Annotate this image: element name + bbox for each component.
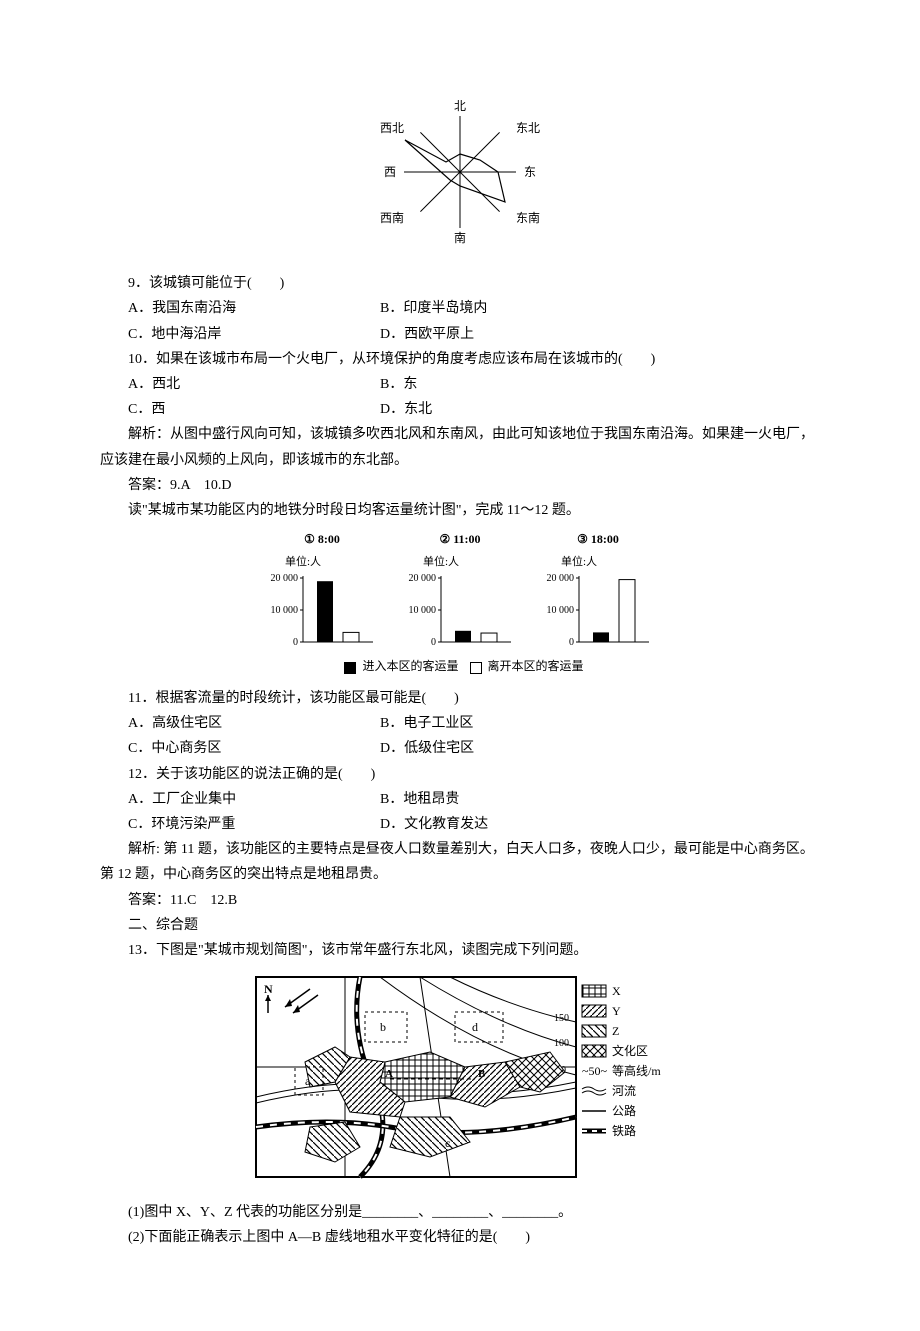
- svg-text:Z: Z: [612, 1024, 619, 1038]
- svg-text:0: 0: [569, 637, 574, 648]
- subway-charts-figure: ① 8:00单位:人010 00020 000② 11:00单位:人010 00…: [100, 527, 820, 678]
- chart-legend: 进入本区的客运量 离开本区的客运量: [100, 656, 820, 678]
- svg-text:文化区: 文化区: [612, 1043, 648, 1058]
- legend-in-swatch: [344, 662, 356, 674]
- q11-options-2: C．中心商务区 D．低级住宅区: [100, 736, 820, 761]
- lead2: 读"某城市某功能区内的地铁分时段日均客运量统计图"，完成 11～12 题。: [100, 498, 820, 523]
- q9-stem: 9．该城镇可能位于( ): [100, 271, 820, 296]
- legend-out-label: 离开本区的客运量: [488, 659, 584, 673]
- q10-opt-a: A．西北: [100, 372, 380, 397]
- q10-options: A．西北 B．东: [100, 372, 820, 397]
- svg-text:0: 0: [431, 637, 436, 648]
- svg-text:20 000: 20 000: [409, 574, 437, 584]
- wind-rose-figure: 北东北东东南南 西南 西 西北: [100, 84, 820, 263]
- q11-opt-a: A．高级住宅区: [100, 711, 380, 736]
- svg-text:c: c: [445, 1136, 450, 1150]
- city-plan-map: 15010050ABabcdNXYZ文化区~50~等高线/m河流公路铁路: [100, 967, 820, 1196]
- svg-text:10 000: 10 000: [271, 605, 299, 616]
- svg-text:~50~: ~50~: [582, 1064, 607, 1078]
- svg-text:B: B: [478, 1068, 486, 1080]
- svg-text:10 000: 10 000: [409, 605, 437, 616]
- svg-text:南: 南: [454, 230, 466, 245]
- city-plan-svg: 15010050ABabcdNXYZ文化区~50~等高线/m河流公路铁路: [250, 967, 670, 1187]
- exp2-text: 解析: 第 11 题，该功能区的主要特点是昼夜人口数量差别大，白天人口多，夜晚人…: [100, 837, 820, 887]
- q12-opt-a: A．工厂企业集中: [100, 787, 380, 812]
- svg-text:20 000: 20 000: [271, 574, 299, 584]
- legend-in-label: 进入本区的客运量: [362, 659, 458, 673]
- svg-text:东南: 东南: [516, 210, 540, 225]
- q12-opt-c: C．环境污染严重: [100, 812, 380, 837]
- q12-options: A．工厂企业集中 B．地租昂贵: [100, 787, 820, 812]
- q13-sub1: (1)图中 X、Y、Z 代表的功能区分别是________、________、_…: [100, 1200, 820, 1225]
- svg-text:150: 150: [554, 1013, 569, 1024]
- q11-opt-b: B．电子工业区: [380, 711, 820, 736]
- svg-text:20 000: 20 000: [547, 574, 575, 584]
- q9-opt-b: B．印度半岛境内: [380, 296, 820, 321]
- wind-rose-svg: 北东北东东南南 西南 西 西北: [360, 84, 560, 254]
- svg-text:d: d: [472, 1020, 478, 1034]
- svg-text:Y: Y: [612, 1004, 621, 1018]
- q11-options: A．高级住宅区 B．电子工业区: [100, 711, 820, 736]
- svg-text:公路: 公路: [612, 1103, 636, 1118]
- chart-row: ① 8:00单位:人010 00020 000② 11:00单位:人010 00…: [267, 529, 653, 652]
- legend-out-swatch: [470, 662, 482, 674]
- q12-opt-d: D．文化教育发达: [380, 812, 820, 837]
- svg-text:b: b: [380, 1020, 386, 1034]
- q13-sub2: (2)下面能正确表示上图中 A—B 虚线地租水平变化特征的是( ): [100, 1225, 820, 1250]
- svg-text:A: A: [385, 1068, 393, 1080]
- exp2-p1: 解析: 第 11 题，该功能区的主要特点是昼夜人口数量差别大，白天人口多，夜晚人…: [100, 842, 814, 882]
- q9-options-2: C．地中海沿岸 D．西欧平原上: [100, 322, 820, 347]
- q9-opt-d: D．西欧平原上: [380, 322, 820, 347]
- q10-options-2: C．西 D．东北: [100, 397, 820, 422]
- svg-text:100: 100: [554, 1038, 569, 1049]
- svg-text:铁路: 铁路: [612, 1123, 636, 1138]
- svg-text:0: 0: [293, 637, 298, 648]
- q9-opt-a: A．我国东南沿海: [100, 296, 380, 321]
- svg-text:东: 东: [524, 165, 536, 179]
- svg-text:10 000: 10 000: [547, 605, 575, 616]
- svg-text:a: a: [305, 1074, 311, 1088]
- q11-opt-d: D．低级住宅区: [380, 736, 820, 761]
- section-2-heading: 二、综合题: [100, 913, 820, 938]
- q11-stem: 11．根据客流量的时段统计，该功能区最可能是( ): [100, 686, 820, 711]
- q12-opt-b: B．地租昂贵: [380, 787, 820, 812]
- svg-text:西: 西: [384, 165, 396, 179]
- svg-text:东北: 东北: [516, 121, 540, 135]
- exp1-text: 解析：从图中盛行风向可知，该城镇多吹西北风和东南风，由此可知该地位于我国东南沿海…: [100, 422, 820, 472]
- svg-text:N: N: [264, 982, 273, 996]
- q10-opt-b: B．东: [380, 372, 820, 397]
- q9-options: A．我国东南沿海 B．印度半岛境内: [100, 296, 820, 321]
- svg-text:等高线/m: 等高线/m: [612, 1063, 661, 1078]
- svg-text:河流: 河流: [612, 1084, 636, 1098]
- q12-stem: 12．关于该功能区的说法正确的是( ): [100, 762, 820, 787]
- q12-options-2: C．环境污染严重 D．文化教育发达: [100, 812, 820, 837]
- q13-stem: 13．下图是"某城市规划简图"，该市常年盛行东北风，读图完成下列问题。: [100, 938, 820, 963]
- svg-text:X: X: [612, 984, 621, 998]
- q9-opt-c: C．地中海沿岸: [100, 322, 380, 347]
- exp2-ans: 答案：11.C 12.B: [100, 888, 820, 913]
- svg-text:西南: 西南: [380, 210, 404, 225]
- q10-opt-d: D．东北: [380, 397, 820, 422]
- exp1-ans: 答案：9.A 10.D: [100, 473, 820, 498]
- exp1-p1: 解析：从图中盛行风向可知，该城镇多吹西北风和东南风，由此可知该地位于我国东南沿海…: [100, 427, 814, 467]
- svg-text:北: 北: [454, 99, 466, 113]
- q10-stem: 10．如果在该城市布局一个火电厂，从环境保护的角度考虑应该布局在该城市的( ): [100, 347, 820, 372]
- svg-text:西北: 西北: [380, 121, 404, 135]
- q10-opt-c: C．西: [100, 397, 380, 422]
- q11-opt-c: C．中心商务区: [100, 736, 380, 761]
